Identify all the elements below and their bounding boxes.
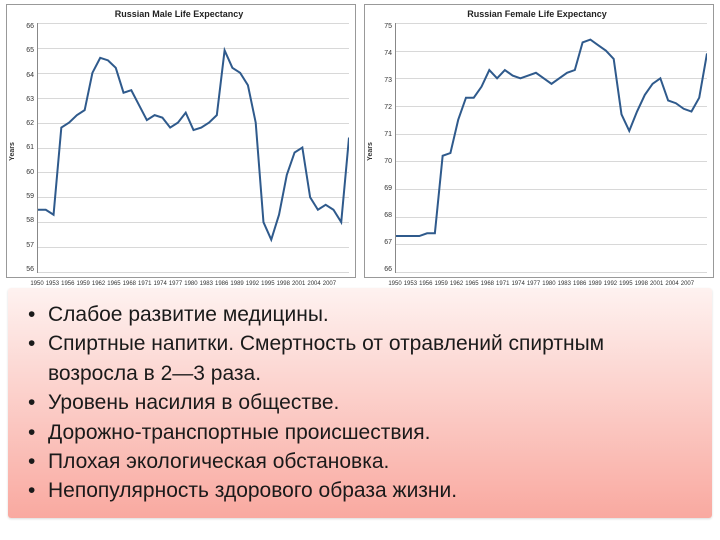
female-chart: Russian Female Life Expectancy Years 757… (364, 4, 714, 278)
y-axis-label: Years (9, 142, 16, 161)
bullet-item: Непопулярность здорового образа жизни. (22, 476, 698, 505)
bullet-panel: Слабое развитие медицины. Спиртные напит… (8, 288, 712, 518)
plot-wrap: Years 6665646362616059585756 19501953195… (9, 23, 349, 273)
bullet-item: Дорожно-транспортные происшествия. (22, 418, 698, 447)
bullet-item: Слабое развитие медицины. (22, 300, 698, 329)
bullet-item: Уровень насилия в обществе. (22, 388, 698, 417)
chart-title: Russian Female Life Expectancy (367, 9, 707, 19)
y-axis-label: Years (367, 142, 374, 161)
plot-wrap: Years 75747372717069686766 1950195319561… (367, 23, 707, 273)
line-chart-svg (38, 23, 349, 272)
bullet-list: Слабое развитие медицины. Спиртные напит… (22, 300, 698, 506)
male-chart: Russian Male Life Expectancy Years 66656… (6, 4, 356, 278)
charts-row: Russian Male Life Expectancy Years 66656… (0, 0, 720, 278)
bullet-item: Спиртные напитки. Смертность от отравлен… (22, 329, 698, 388)
x-ticks: 1950195319561959196219651968197119741977… (37, 281, 343, 287)
bullet-item: Плохая экологическая обстановка. (22, 447, 698, 476)
line-chart-svg (396, 23, 707, 272)
plot-area (37, 23, 349, 273)
chart-title: Russian Male Life Expectancy (9, 9, 349, 19)
plot-area (395, 23, 707, 273)
x-ticks: 1950195319561959196219651968197119741977… (395, 281, 701, 287)
